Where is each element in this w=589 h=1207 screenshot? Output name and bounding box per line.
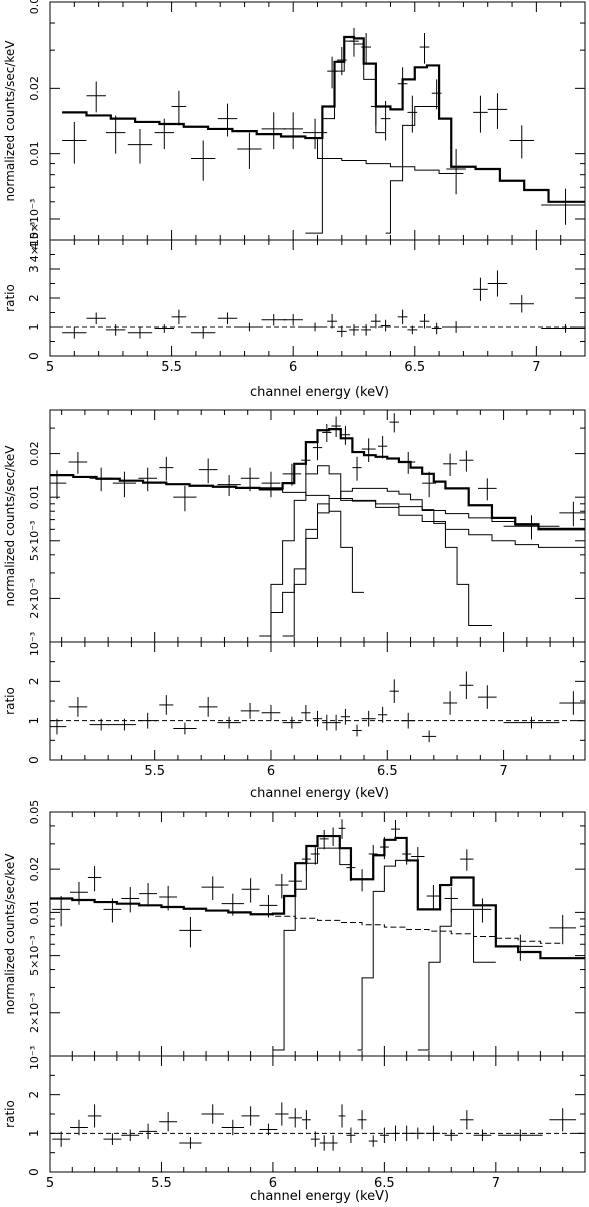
ratio-corner-label: 4: [28, 243, 41, 250]
x-tick-label: 6.5: [404, 360, 425, 375]
x-tick-label: 6.5: [374, 1176, 395, 1191]
y-tick-label: 2×10⁻³: [28, 578, 41, 618]
ratio-tick-label: 0: [27, 756, 41, 764]
data-points: [62, 27, 585, 225]
x-tick-label: 5.5: [144, 764, 165, 779]
ratio-tick-label: 0: [27, 352, 41, 360]
y-tick-label: 2×10⁻³: [28, 993, 41, 1033]
data-points: [50, 413, 585, 540]
ratio-frame: [49, 1055, 586, 1173]
y-tick-label: 0.02: [28, 441, 41, 466]
model-lines: [50, 428, 585, 637]
y-tick-label: 0.01: [28, 141, 41, 166]
spectrum-panel-middle: 5.5 6 6.5 7 2×10⁻³ 5×10⁻³ 0.01 0.02 10⁻³ 0 1 2 norma…: [3, 409, 586, 801]
y-corner-label: 10⁻³: [28, 1046, 41, 1070]
x-tick-label: 7: [492, 1176, 500, 1191]
total-model-line: [62, 35, 585, 203]
x-tick-label: 6: [269, 1176, 277, 1191]
y-tick-label: 5×10⁻³: [28, 199, 41, 239]
x-tick-label: 6: [267, 764, 275, 779]
component-model-line: [357, 859, 407, 1051]
x-axis-label: channel energy (keV): [250, 786, 389, 801]
y-corner-label: 10⁻³: [28, 632, 41, 656]
x-tick-label: 5.5: [151, 1176, 172, 1191]
ratio-points: [50, 671, 585, 743]
component-model-line: [385, 105, 440, 234]
model-lines: [50, 834, 585, 1051]
x-axis-label: channel energy (keV): [250, 1189, 389, 1204]
ratio-points: [50, 270, 585, 339]
spectrum-panel-top: 5 5.5 6 6.5 7 5×10⁻³ 0.01 0.02 0.05 4×10⁻³ 0 1 2 3 4 no…: [3, 0, 586, 400]
x-tick-label: 6.5: [377, 764, 398, 779]
model-lines: [62, 35, 585, 234]
ratio-tick-label: 2: [27, 1091, 41, 1099]
y-tick-label: 0.05: [28, 0, 41, 14]
ratio-axis-label: ratio: [3, 284, 17, 312]
x-tick-label: 6: [289, 360, 297, 375]
ratio-tick-label: 1: [27, 323, 41, 331]
x-tick-label: 5.5: [161, 360, 182, 375]
y-axis-label: normalized counts/sec/keV: [3, 853, 17, 1015]
data-points: [52, 819, 577, 961]
component-model-line: [272, 847, 351, 1051]
y-tick-label: 5×10⁻³: [28, 521, 41, 561]
component-model-line: [62, 111, 464, 175]
spectrum-panel-bottom: 5 5.5 6 6.5 7 2×10⁻³ 5×10⁻³ 0.01 0.02 0.05 10⁻³ 0 1 2…: [3, 800, 586, 1204]
ratio-tick-label: 2: [27, 294, 41, 302]
ratio-tick-label: 1: [27, 717, 41, 725]
component-model-line: [282, 503, 365, 637]
y-tick-label: 0.02: [28, 857, 41, 882]
x-tick-label: 5: [46, 360, 54, 375]
component-model-line: [417, 908, 496, 1051]
component-model-line: [259, 487, 492, 637]
x-tick-label: 7: [532, 360, 540, 375]
y-tick-label: 0.02: [28, 76, 41, 101]
y-corner-label: 4×10⁻³: [28, 222, 41, 262]
ratio-points: [50, 1102, 585, 1151]
y-axis-label: normalized counts/sec/keV: [3, 445, 17, 607]
x-tick-label: 5: [46, 1176, 54, 1191]
y-tick-label: 5×10⁻³: [28, 935, 41, 975]
ratio-axis-label: ratio: [3, 687, 17, 715]
ratio-frame: [49, 641, 586, 761]
y-tick-label: 0.01: [28, 900, 41, 925]
ratio-tick-label: 2: [27, 678, 41, 686]
y-tick-label: 0.01: [28, 485, 41, 510]
component-model-line: [305, 40, 386, 234]
spectrum-frame: [49, 1, 586, 241]
y-axis-label: normalized counts/sec/keV: [3, 40, 17, 202]
ratio-tick-label: 0: [27, 1168, 41, 1176]
ratio-tick-label: 1: [27, 1130, 41, 1138]
x-tick-label: 7: [499, 764, 507, 779]
ratio-frame: [49, 239, 586, 357]
component-model-line: [259, 465, 585, 637]
y-tick-label: 0.05: [28, 800, 41, 825]
ratio-axis-label: ratio: [3, 1100, 17, 1128]
x-axis-label: channel energy (keV): [250, 385, 389, 400]
ratio-tick-label: 3: [27, 265, 41, 273]
